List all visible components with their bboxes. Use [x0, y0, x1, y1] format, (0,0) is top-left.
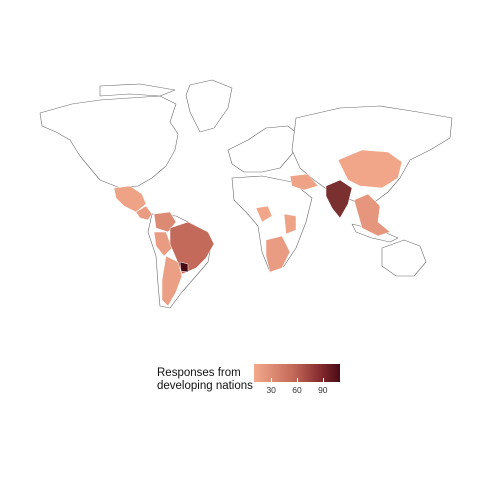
region-colombia: [153, 211, 177, 233]
legend-tick-label-30: 30: [266, 385, 276, 395]
region-kenya: [283, 213, 297, 235]
region-nigeria: [255, 205, 273, 223]
region-brazil: [169, 221, 215, 275]
legend-color-bar: [254, 364, 340, 382]
region-india: [325, 179, 353, 219]
region-mexico: [113, 185, 147, 213]
legend-tick-label-90: 90: [318, 385, 328, 395]
region-argentina: [161, 255, 183, 307]
region-uruguay: [179, 261, 189, 273]
region-central-america: [135, 205, 153, 221]
region-southern-africa: [265, 235, 291, 273]
region-peru: [153, 231, 173, 257]
land-north-america: [39, 95, 179, 189]
legend-tick-60: [297, 378, 298, 382]
land-australia: [381, 239, 427, 277]
base-land: [39, 79, 453, 309]
legend-title: Responses from developing nations: [157, 367, 253, 392]
legend-tick-90: [322, 378, 324, 382]
legend-tick-label-60: 60: [292, 385, 302, 395]
region-china: [337, 149, 403, 189]
region-southeast-asia: [353, 193, 391, 237]
land-canada-islands: [99, 83, 176, 97]
land-greenland: [185, 79, 233, 133]
legend-tick-30: [271, 378, 273, 382]
land-europe: [227, 125, 301, 173]
response-regions: [113, 149, 403, 307]
region-middle-east: [289, 173, 319, 191]
